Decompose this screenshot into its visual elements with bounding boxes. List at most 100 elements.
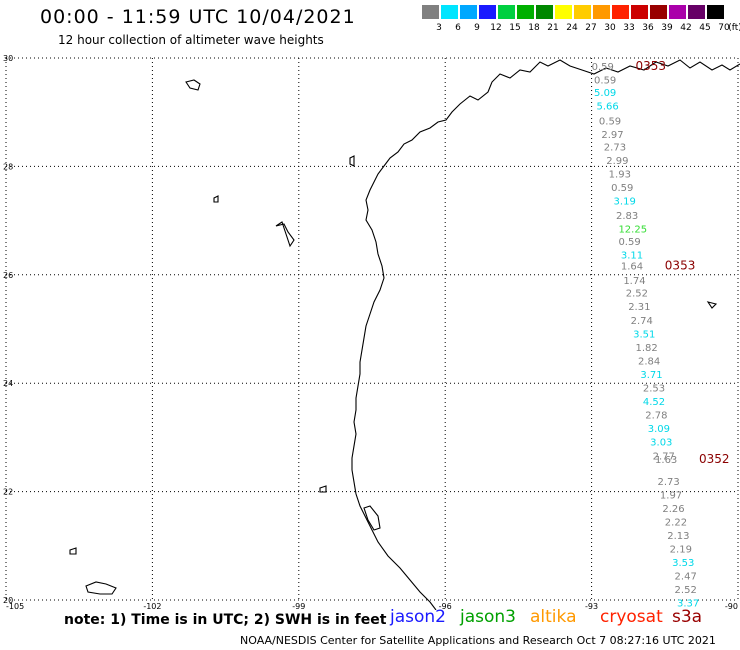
coastline (69, 59, 740, 610)
swh-value-26: 2.78 (645, 411, 667, 422)
swh-value-35: 2.13 (667, 531, 689, 542)
map-grid (5, 57, 739, 601)
island-7 (706, 301, 718, 309)
color-swatch-15 (498, 5, 515, 19)
color-swatch-27 (574, 5, 591, 19)
swh-value-22: 2.84 (638, 356, 660, 367)
swh-value-8: 1.93 (609, 169, 631, 180)
swh-value-24: 2.53 (643, 384, 665, 395)
wave-height-map: 20 22 24 26 28 30 -105 -102 -99 -96 -93 -90 0.59 0.5… (3, 54, 740, 610)
swh-value-37: 3.53 (672, 558, 694, 569)
swh-value-33: 2.26 (662, 504, 684, 515)
lat-label-22: 22 (3, 488, 13, 497)
swh-value-16: 1.74 (623, 276, 645, 287)
swh-value-2: 5.09 (594, 88, 616, 99)
pass-label-2: 0352 (699, 452, 730, 466)
color-swatch-9 (460, 5, 477, 19)
color-label-70: 70 (718, 23, 730, 33)
swh-value-4: 0.59 (599, 116, 621, 127)
island-3 (349, 155, 355, 167)
footer-legend: note: 1) Time is in UTC; 2) SWH is in fe… (0, 606, 740, 650)
axis-labels: 20 22 24 26 28 30 -105 -102 -99 -96 -93 -90 (3, 54, 738, 610)
pass-label-0: 0353 (636, 59, 667, 73)
lon-label--96: -96 (439, 602, 452, 610)
color-swatch-70 (707, 5, 724, 19)
lon-label--93: -93 (585, 602, 598, 610)
swh-value-0: 0.59 (592, 62, 614, 73)
swh-value-14: 3.11 (621, 251, 643, 262)
satellite-altika: altika (530, 607, 577, 627)
color-label-24: 24 (566, 23, 578, 33)
swh-value-25: 4.52 (643, 397, 665, 408)
gulf-coastline (351, 59, 740, 610)
chart-title: 00:00 - 11:59 UTC 10/04/2021 (40, 6, 356, 28)
color-label-39: 39 (661, 23, 673, 33)
color-label-15: 15 (509, 23, 521, 33)
swh-value-20: 3.51 (633, 329, 655, 340)
color-label-9: 9 (474, 23, 480, 33)
swh-value-7: 2.99 (606, 156, 628, 167)
color-swatch-12 (479, 5, 496, 19)
swh-value-23: 3.71 (640, 370, 662, 381)
swh-value-9: 0.59 (611, 183, 633, 194)
swh-value-6: 2.73 (604, 142, 626, 153)
swh-value-34: 2.22 (665, 517, 687, 528)
color-swatch-39 (650, 5, 667, 19)
color-swatch-18 (517, 5, 534, 19)
color-swatch-30 (593, 5, 610, 19)
swh-value-17: 2.52 (626, 289, 648, 300)
color-swatch-45 (688, 5, 705, 19)
swh-value-1: 0.59 (594, 76, 616, 87)
color-label-27: 27 (585, 23, 597, 33)
color-swatch-36 (631, 5, 648, 19)
color-swatch-42 (669, 5, 686, 19)
lon-label--99: -99 (292, 602, 305, 610)
color-label-21: 21 (547, 23, 559, 33)
satellite-jason2: jason2 (390, 607, 446, 627)
swh-value-15: 1.64 (621, 262, 643, 273)
island-6 (69, 547, 77, 555)
lat-label-20: 20 (3, 596, 13, 605)
color-label-3: 3 (436, 23, 442, 33)
color-swatch-6 (441, 5, 458, 19)
credit-line: NOAA/NESDIS Center for Satellite Applica… (240, 634, 716, 647)
color-label-36: 36 (642, 23, 654, 33)
color-label-12: 12 (490, 23, 502, 33)
lon-label--90: -90 (725, 602, 738, 610)
swh-value-30: 1.63 (655, 455, 677, 466)
satellite-jason3: jason3 (460, 607, 516, 627)
lon-label--102: -102 (143, 602, 161, 610)
color-swatch-24 (555, 5, 572, 19)
color-label-18: 18 (528, 23, 540, 33)
color-label-45: 45 (699, 23, 711, 33)
swh-value-28: 3.03 (650, 438, 672, 449)
color-label-33: 33 (623, 23, 635, 33)
swh-value-3: 5.66 (596, 102, 618, 113)
lat-label-24: 24 (3, 379, 13, 388)
swh-value-21: 1.82 (636, 343, 658, 354)
lat-label-26: 26 (3, 271, 13, 280)
color-label-6: 6 (455, 23, 461, 33)
swh-value-32: 1.97 (660, 490, 682, 501)
island-9 (363, 505, 381, 531)
swh-value-11: 2.83 (616, 211, 638, 222)
swh-value-12: 12.25 (618, 225, 647, 236)
island-4 (213, 195, 219, 203)
swh-value-38: 2.47 (675, 572, 697, 583)
color-unit-label: (ft) (728, 23, 740, 33)
swh-value-27: 3.09 (648, 424, 670, 435)
swh-value-40: 3.37 (677, 599, 699, 610)
island-2 (275, 221, 295, 248)
satellite-s3a: s3a (672, 607, 703, 627)
color-swatch-21 (536, 5, 553, 19)
color-label-42: 42 (680, 23, 692, 33)
swh-value-31: 2.73 (657, 477, 679, 488)
island-8 (319, 485, 327, 493)
altimeter-track: 0.590.595.095.660.592.972.732.991.930.59… (592, 59, 730, 610)
color-label-30: 30 (604, 23, 616, 33)
satellite-cryosat: cryosat (600, 607, 663, 627)
lon-label--105: -105 (6, 602, 24, 610)
swh-value-29: 2.77 (653, 451, 675, 462)
color-swatch-3 (422, 5, 439, 19)
swh-value-39: 2.52 (675, 585, 697, 596)
